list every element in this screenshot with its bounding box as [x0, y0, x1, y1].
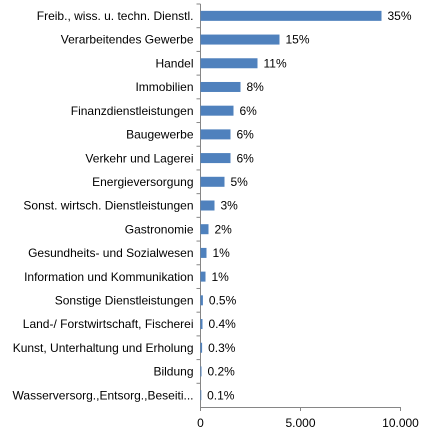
bar — [200, 271, 206, 282]
data-label: 1% — [212, 270, 230, 284]
y-tick-label: Gesundheits- und Sozialwesen — [28, 246, 193, 260]
y-tick-label: Handel — [155, 56, 193, 70]
data-label: 2% — [215, 222, 233, 236]
bar — [200, 81, 241, 92]
bar — [200, 34, 280, 45]
bar — [200, 105, 234, 116]
data-label: 5% — [231, 175, 249, 189]
data-label: 6% — [237, 151, 255, 165]
data-label: 0.5% — [209, 293, 237, 307]
data-label: 0.3% — [208, 341, 236, 355]
bar — [200, 58, 258, 69]
y-tick-label: Freib., wiss. u. techn. Dienstl. — [37, 9, 194, 23]
y-tick-label: Verkehr und Lagerei — [85, 151, 193, 165]
bar — [200, 129, 231, 140]
y-tick-label: Information und Kommunikation — [24, 270, 193, 284]
data-label: 0.4% — [209, 317, 237, 331]
y-tick-label: Finanzdienstleistungen — [71, 104, 194, 118]
bar — [200, 10, 382, 21]
y-tick-label: Gastronomie — [125, 222, 194, 236]
y-tick-label: Kunst, Unterhaltung und Erholung — [13, 341, 194, 355]
data-label: 1% — [213, 246, 231, 260]
x-tick-label: 5.000 — [285, 416, 315, 430]
bar — [200, 200, 215, 211]
y-tick-label: Sonst. wirtsch. Dienstleistungen — [23, 199, 193, 213]
data-label: 0.1% — [207, 388, 235, 402]
y-tick-label: Wasserversorg.,Entsorg.,Beseiti... — [13, 388, 194, 402]
bar — [200, 176, 225, 187]
y-tick-label: Bildung — [153, 365, 193, 379]
data-label: 15% — [286, 33, 310, 47]
data-label: 11% — [264, 56, 287, 70]
bar — [200, 224, 209, 235]
data-label: 35% — [388, 9, 412, 23]
data-label: 6% — [237, 128, 255, 142]
bar — [200, 390, 202, 401]
y-tick-label: Verarbeitendes Gewerbe — [61, 33, 194, 47]
y-tick-label: Land-/ Forstwirtschaft, Fischerei — [23, 317, 194, 331]
y-tick-label: Baugewerbe — [126, 128, 194, 142]
y-tick-label: Energieversorgung — [92, 175, 193, 189]
bar — [200, 319, 203, 330]
data-label: 6% — [240, 104, 258, 118]
bar — [200, 153, 231, 164]
y-tick-label: Immobilien — [135, 80, 193, 94]
x-tick-label: 10.000 — [382, 416, 419, 430]
bar — [200, 247, 207, 258]
bar — [200, 366, 202, 377]
y-tick-label: Sonstige Dienstleistungen — [55, 293, 194, 307]
bar — [200, 342, 203, 353]
data-label: 8% — [247, 80, 265, 94]
data-label: 3% — [221, 199, 239, 213]
x-tick-label: 0 — [197, 416, 204, 430]
bar — [200, 295, 203, 306]
data-label: 0.2% — [208, 365, 236, 379]
